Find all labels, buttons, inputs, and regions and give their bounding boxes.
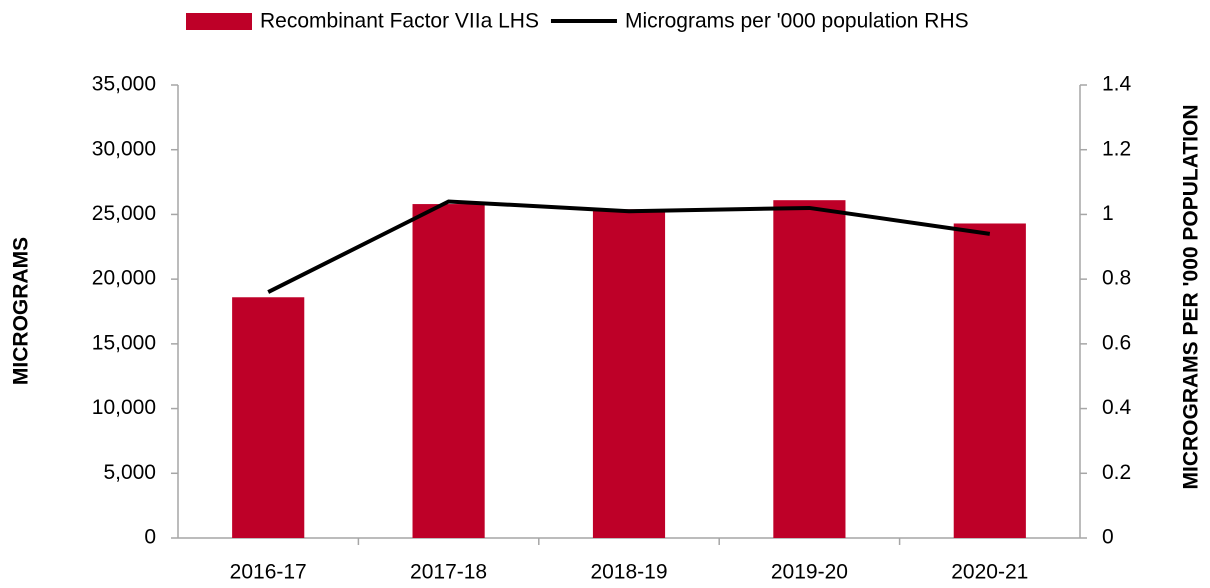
legend-swatch xyxy=(186,13,252,30)
y2-tick-label: 1.2 xyxy=(1102,137,1131,160)
x-tick-label: 2020-21 xyxy=(951,561,1028,584)
bar xyxy=(412,204,485,538)
bar xyxy=(592,209,666,538)
bar xyxy=(232,297,305,538)
x-tick-label: 2019-20 xyxy=(771,561,848,584)
legend-label: Micrograms per '000 population RHS xyxy=(625,10,969,33)
y-tick-label: 25,000 xyxy=(92,202,156,225)
bar xyxy=(953,223,1026,538)
y2-tick-label: 1 xyxy=(1102,202,1114,225)
y2-tick-label: 0.8 xyxy=(1102,267,1131,290)
bar xyxy=(773,200,846,539)
y2-tick-label: 0.2 xyxy=(1102,461,1131,484)
y-tick-label: 10,000 xyxy=(92,396,156,419)
x-tick-label: 2018-19 xyxy=(590,561,667,584)
y-tick-label: 30,000 xyxy=(92,137,156,160)
y2-tick-label: 0.6 xyxy=(1102,331,1131,354)
y-tick-label: 5,000 xyxy=(103,461,156,484)
y-tick-label: 0 xyxy=(144,526,156,549)
y2-tick-label: 0 xyxy=(1102,526,1114,549)
y-axis-title: MICROGRAMS xyxy=(10,237,33,385)
y2-tick-label: 0.4 xyxy=(1102,396,1132,419)
line xyxy=(267,199,991,294)
legend-label: Recombinant Factor VIIa LHS xyxy=(260,10,539,33)
y2-axis-title: MICROGRAMS PER '000 POPULATION xyxy=(1180,105,1203,490)
x-tick-label: 2017-18 xyxy=(410,561,487,584)
x-tick-label: 2016-17 xyxy=(230,561,307,584)
y2-tick-label: 1.4 xyxy=(1102,73,1132,96)
y-tick-label: 20,000 xyxy=(92,267,156,290)
y-tick-label: 15,000 xyxy=(92,331,156,354)
y-tick-label: 35,000 xyxy=(92,73,156,96)
